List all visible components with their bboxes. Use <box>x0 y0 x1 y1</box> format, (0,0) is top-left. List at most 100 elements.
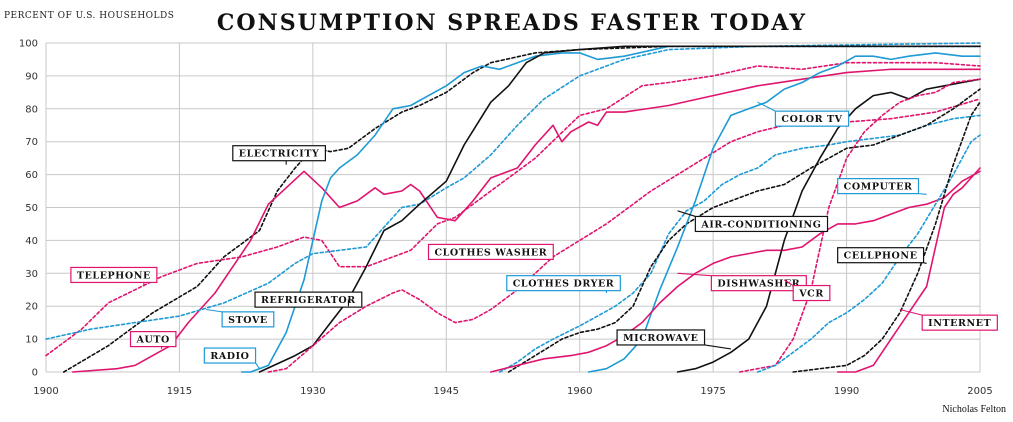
series-label-box <box>232 145 326 162</box>
series-line-vcr <box>739 78 981 373</box>
x-tick-label: 1960 <box>567 386 592 397</box>
series-label-refrigerator: REFRIGERATOR <box>254 291 363 308</box>
x-tick-label: 1900 <box>33 386 58 397</box>
series-label-radio: RADIO <box>203 347 260 370</box>
series-label-leader <box>757 101 776 112</box>
x-tick-label: 1990 <box>834 386 859 397</box>
series-line-clothes-dryer <box>498 114 981 373</box>
series-label-electricity: ELECTRICITY <box>232 145 326 165</box>
series-label-box <box>70 266 158 284</box>
series-label-box <box>710 275 807 292</box>
series-label-auto: AUTO <box>129 331 177 349</box>
series-label-text: AUTO <box>136 335 170 346</box>
series-label-box <box>694 215 829 233</box>
series-line-dishwasher <box>490 170 981 373</box>
series-label-text: DISHWASHER <box>717 279 800 290</box>
series-label-microwave: MICROWAVE <box>616 329 732 350</box>
series-label-text: RADIO <box>210 351 249 362</box>
series-label-text: COMPUTER <box>844 182 913 193</box>
series-label-dishwasher: DISHWASHER <box>677 272 807 292</box>
series-label-box <box>203 347 257 364</box>
y-tick-label: 60 <box>25 170 38 181</box>
y-axis-label: PERCENT OF U.S. HOUSEHOLDS <box>4 11 174 21</box>
y-tick-label: 50 <box>25 203 38 214</box>
x-tick-label: 1975 <box>700 386 725 397</box>
series-line-cellphone <box>792 101 981 373</box>
y-tick-label: 10 <box>25 335 38 346</box>
series-label-leader <box>206 308 223 313</box>
series-line-radio <box>240 45 981 373</box>
y-axis-ticks: 0 10 20 30 40 50 60 70 80 90 100 <box>19 39 38 379</box>
series-line-internet <box>836 167 981 373</box>
chart-title: CONSUMPTION SPREADS FASTER TODAY <box>217 10 807 36</box>
y-tick-label: 80 <box>25 104 38 115</box>
series-label-cellphone: CELLPHONE <box>837 247 927 264</box>
series-label-text: CELLPHONE <box>844 251 918 262</box>
series-label-text: AIR-CONDITIONING <box>700 219 821 230</box>
series-label-box <box>506 275 621 292</box>
series-label-box <box>837 247 925 264</box>
series-line-auto <box>71 68 981 373</box>
series-label-leader <box>677 272 712 277</box>
series-label-leader <box>784 279 794 287</box>
series-label-clothes-dryer: CLOTHES DRYER <box>506 275 621 294</box>
x-tick-label: 1930 <box>300 386 325 397</box>
series-line-refrigerator <box>258 45 981 373</box>
series-label-box <box>837 178 920 195</box>
series-label-leader <box>255 362 260 370</box>
series-label-text: COLOR TV <box>781 114 842 125</box>
y-tick-label: 20 <box>25 302 38 313</box>
series-label-color-tv: COLOR TV <box>757 101 850 127</box>
y-tick-label: 30 <box>25 269 38 280</box>
y-tick-label: 70 <box>25 137 38 148</box>
series-label-box <box>221 311 275 328</box>
series-label-text: VCR <box>798 289 824 300</box>
series-label-text: ELECTRICITY <box>239 149 320 160</box>
series-label-text: STOVE <box>228 315 268 326</box>
series-line-electricity <box>63 45 981 373</box>
series-label-box <box>427 243 554 261</box>
series-label-box <box>921 314 998 331</box>
series-labels: ELECTRICITY TELEPHONE AUTO STOVE RADIO REFRIG… <box>70 101 998 370</box>
series-lines <box>45 42 981 373</box>
x-axis-ticks: 1900 1915 1930 1945 1960 1975 1990 2005 <box>33 386 992 397</box>
series-label-box <box>254 291 363 308</box>
series-line-color-tv <box>587 52 981 373</box>
series-label-leader <box>923 262 927 264</box>
x-tick-label: 2005 <box>967 386 992 397</box>
credit: Nicholas Felton <box>942 404 1006 415</box>
series-label-text: INTERNET <box>928 318 991 329</box>
series-label-box <box>792 284 831 302</box>
series-line-telephone <box>45 61 981 357</box>
x-tick-label: 1945 <box>434 386 459 397</box>
series-label-text: CLOTHES WASHER <box>434 247 547 258</box>
series-line-stove <box>45 42 981 340</box>
y-tick-label: 0 <box>32 368 38 379</box>
series-label-text: REFRIGERATOR <box>261 295 356 306</box>
series-label-text: TELEPHONE <box>77 270 151 281</box>
series-line-microwave <box>676 78 981 373</box>
series-label-stove: STOVE <box>206 308 275 328</box>
series-label-leader <box>899 308 923 316</box>
series-label-box <box>774 110 850 127</box>
series-label-leader <box>704 344 732 350</box>
series-label-leader <box>677 210 696 217</box>
series-label-air-conditioning: AIR-CONDITIONING <box>677 210 829 233</box>
series-label-box <box>616 329 706 346</box>
series-line-computer <box>756 134 981 373</box>
series-label-box <box>129 331 177 348</box>
grid <box>45 42 981 373</box>
series-label-text: MICROWAVE <box>623 333 698 344</box>
series-line-air-conditioning <box>507 88 981 373</box>
y-tick-label: 100 <box>19 39 38 50</box>
series-label-clothes-washer: CLOTHES WASHER <box>427 243 554 261</box>
series-label-internet: INTERNET <box>899 308 998 331</box>
x-tick-label: 1915 <box>167 386 192 397</box>
series-label-leader <box>918 193 927 195</box>
series-label-computer: COMPUTER <box>837 178 927 195</box>
series-label-telephone: TELEPHONE <box>70 266 158 287</box>
y-tick-label: 90 <box>25 71 38 82</box>
y-tick-label: 40 <box>25 236 38 247</box>
series-label-vcr: VCR <box>784 279 831 302</box>
